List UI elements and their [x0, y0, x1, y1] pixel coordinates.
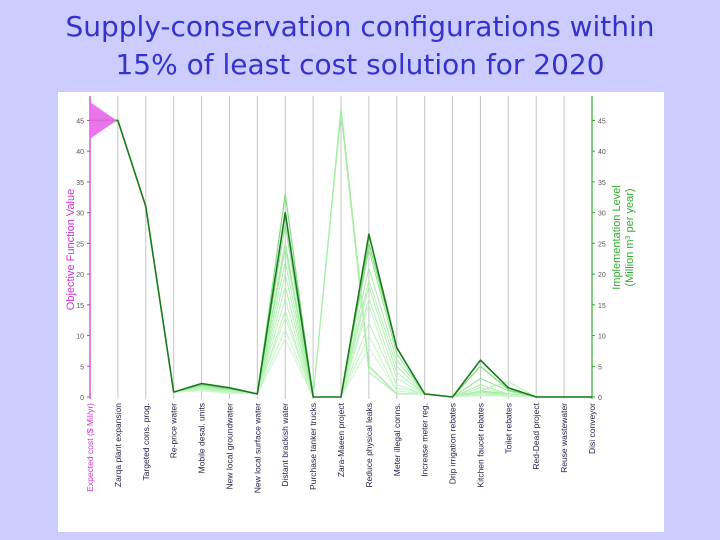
right-tick-label: 0 — [598, 395, 602, 402]
category-label: Reduce physical leaks — [364, 403, 374, 488]
category-label: Drip irrigation rebates — [448, 403, 458, 484]
parallel-coordinates-figure: 0 5 10 15 20 25 30 35 40 45 0 5 10 15 20 25 30 35 40 45 Obje… — [58, 92, 664, 532]
category-label: Disi conveyor — [587, 403, 597, 454]
label-layer: 0 5 10 15 20 25 30 35 40 45 0 5 10 15 20 25 30 35 40 45 Obje… — [65, 118, 636, 493]
right-axis-title-line-1: Implementation Level — [611, 185, 623, 290]
left-tick-label: 30 — [76, 211, 84, 218]
marker-layer — [90, 102, 117, 139]
axes-layer — [87, 96, 595, 399]
left-axis-title: Objective Function Value — [65, 189, 77, 310]
right-tick-label: 25 — [598, 241, 606, 248]
left-tick-label: 40 — [76, 149, 84, 156]
category-label: Mobile desal. units — [197, 403, 207, 473]
category-label: Toilet rebates — [503, 403, 513, 454]
category-label: Expected cost ($ Mil/yr) — [85, 403, 95, 492]
category-label: Zara-Maeen project — [336, 402, 346, 477]
left-tick-label: 45 — [76, 118, 84, 125]
left-tick-label: 0 — [80, 395, 84, 402]
right-tick-label: 15 — [598, 303, 606, 310]
category-label: Targeted cons. prog. — [141, 403, 151, 481]
right-tick-label: 10 — [598, 334, 606, 341]
left-tick-label: 15 — [76, 303, 84, 310]
left-tick-label: 20 — [76, 272, 84, 279]
expected-cost-range-marker — [90, 102, 117, 139]
category-label: Reuse wastewater — [559, 403, 569, 473]
category-label: Increase meter reg. — [420, 403, 430, 477]
right-tick-label: 45 — [598, 118, 606, 125]
right-axis-title-line-2: (Million m3 per year) — [624, 188, 636, 286]
right-tick-label: 20 — [598, 272, 606, 279]
left-tick-label: 10 — [76, 334, 84, 341]
category-label: Red-Dead project — [531, 402, 541, 469]
category-label: Re-price water — [169, 403, 179, 458]
series-layer — [89, 107, 592, 398]
parallel-coordinates-chart: 0 5 10 15 20 25 30 35 40 45 0 5 10 15 20 25 30 35 40 45 Obje… — [65, 96, 636, 493]
left-tick-label: 35 — [76, 180, 84, 187]
slide-title: Supply-conservation configurations withi… — [0, 8, 720, 84]
category-label: Distant brackish water — [280, 403, 290, 487]
category-label: New local groundwater — [224, 403, 234, 490]
category-label: Kitchen faucet rebates — [475, 403, 485, 488]
category-label: Zarqa plant expansion — [113, 403, 123, 487]
category-label: New local surface water — [252, 403, 262, 493]
right-tick-label: 5 — [598, 364, 602, 371]
category-label: Meter illegal conns. — [392, 403, 402, 476]
slide-title-line-1: Supply-conservation configurations withi… — [65, 10, 655, 43]
slide-title-line-2: 15% of least cost solution for 2020 — [115, 48, 605, 81]
category-label: Purchase tanker trucks — [308, 403, 318, 490]
left-tick-label: 25 — [76, 241, 84, 248]
series-line — [90, 119, 592, 398]
right-tick-label: 35 — [598, 180, 606, 187]
right-tick-label: 40 — [598, 149, 606, 156]
right-tick-label: 30 — [598, 211, 606, 218]
left-tick-label: 5 — [80, 364, 84, 371]
